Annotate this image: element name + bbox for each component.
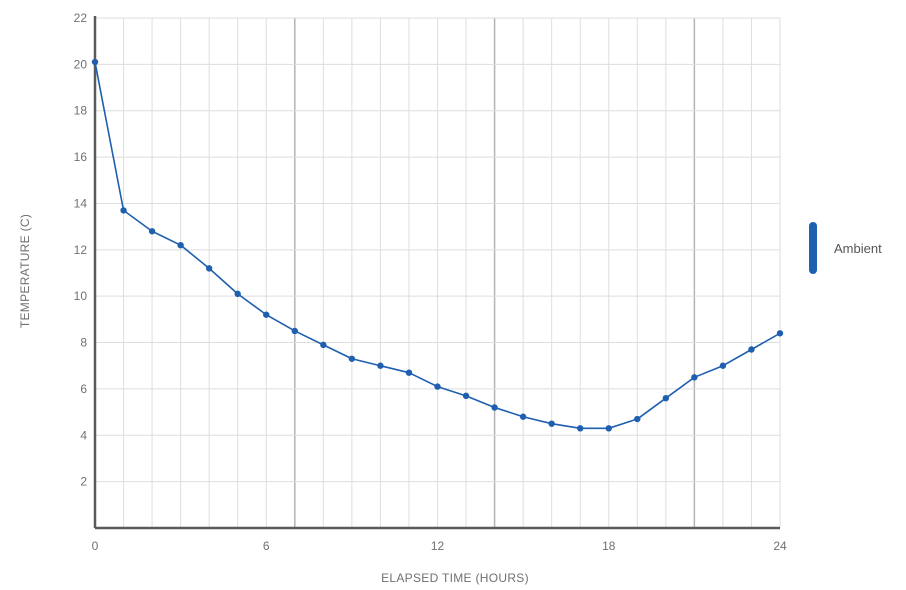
data-point (691, 374, 697, 380)
data-point (406, 369, 412, 375)
x-tick-label: 24 (773, 539, 787, 553)
data-point (263, 312, 269, 318)
data-point (235, 291, 241, 297)
data-point (349, 356, 355, 362)
legend: Ambient (809, 222, 882, 274)
data-point (577, 425, 583, 431)
data-point (377, 363, 383, 369)
y-tick-label: 16 (74, 150, 88, 164)
x-tick-label: 18 (602, 539, 616, 553)
x-tick-label: 6 (263, 539, 270, 553)
legend-swatch-ambient (809, 222, 817, 274)
y-tick-label: 8 (80, 336, 87, 350)
y-tick-label: 12 (74, 243, 88, 257)
data-point (206, 265, 212, 271)
y-axis-label: TEMPERATURE (C) (18, 214, 32, 328)
legend-label-ambient: Ambient (834, 241, 882, 256)
x-axis-label: ELAPSED TIME (HOURS) (381, 571, 529, 585)
data-point (491, 404, 497, 410)
data-point (777, 330, 783, 336)
data-point (434, 383, 440, 389)
data-point (320, 342, 326, 348)
y-tick-label: 20 (74, 57, 88, 71)
data-point (748, 346, 754, 352)
grid (95, 18, 780, 528)
x-tick-label: 0 (92, 539, 99, 553)
x-tick-label: 12 (431, 539, 445, 553)
y-tick-label: 22 (74, 11, 88, 25)
data-point (606, 425, 612, 431)
data-point (663, 395, 669, 401)
data-point (177, 242, 183, 248)
y-tick-label: 14 (74, 196, 88, 210)
data-point (520, 414, 526, 420)
data-point (120, 207, 126, 213)
y-tick-label: 2 (80, 475, 87, 489)
data-point (463, 393, 469, 399)
y-tick-label: 10 (74, 289, 88, 303)
data-point (292, 328, 298, 334)
data-point (548, 420, 554, 426)
y-tick-label: 4 (80, 428, 87, 442)
data-point (92, 59, 98, 65)
y-tick-label: 6 (80, 382, 87, 396)
data-point (149, 228, 155, 234)
data-point (634, 416, 640, 422)
y-tick-label: 18 (74, 104, 88, 118)
data-point (720, 363, 726, 369)
